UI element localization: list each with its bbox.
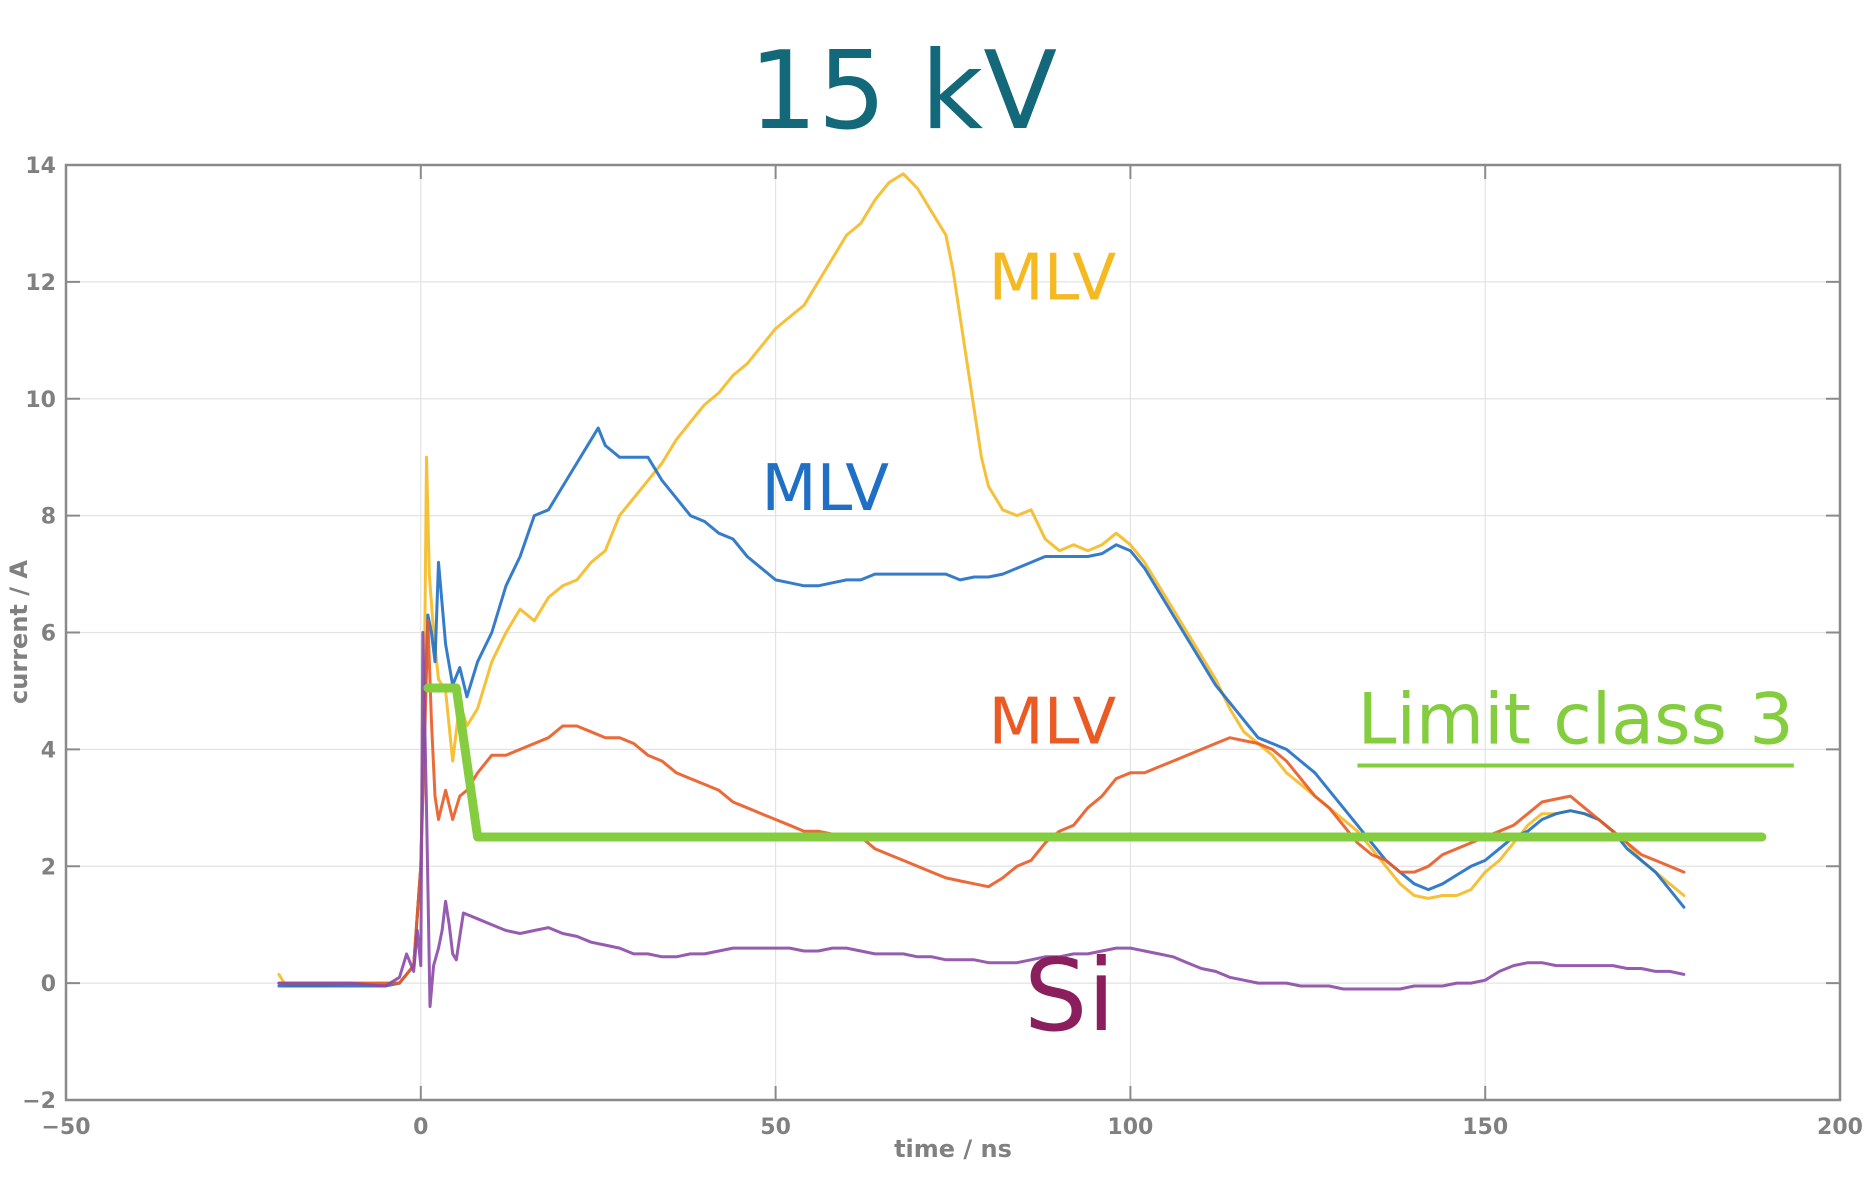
y-tick-label: 14: [25, 154, 56, 179]
y-tick-label: 2: [41, 855, 56, 880]
x-tick-label: 0: [413, 1115, 428, 1140]
x-axis-label: time / ns: [894, 1135, 1012, 1163]
y-tick-label: 12: [25, 271, 56, 296]
series-line-3: [277, 631, 1686, 1008]
series-line-0: [277, 172, 1686, 988]
y-tick-label: 8: [41, 505, 56, 530]
axis-ticks: −50 0 50 100 150 200 −2 0 2 4 6 8 10 12 14: [22, 154, 1863, 1140]
chart-title: 15 kV: [749, 29, 1057, 154]
annotation-0: MLV: [988, 241, 1116, 315]
y-tick-label: 10: [25, 388, 56, 413]
x-tick-label: 100: [1107, 1115, 1153, 1140]
annotation-2: MLV: [988, 686, 1116, 760]
x-tick-label: 150: [1462, 1115, 1508, 1140]
series-line-4: [423, 683, 1767, 842]
y-axis-label: current / A: [5, 560, 33, 704]
y-tick-label: −2: [22, 1089, 56, 1114]
y-tick-label: 6: [41, 622, 56, 647]
annotation-1: MLV: [761, 452, 889, 526]
x-tick-label: −50: [41, 1115, 90, 1140]
series-line-1: [277, 426, 1686, 988]
x-tick-label: 50: [760, 1115, 791, 1140]
y-tick-label: 4: [41, 738, 56, 763]
annotations: MLV MLV MLV Limit class 3 Si: [761, 241, 1794, 1054]
annotation-3: Limit class 3: [1357, 679, 1793, 761]
series-layer: [277, 172, 1767, 1008]
annotation-4: Si: [1024, 937, 1115, 1054]
series-line-2: [277, 619, 1686, 985]
x-tick-label: 200: [1817, 1115, 1863, 1140]
y-tick-label: 0: [41, 972, 56, 997]
